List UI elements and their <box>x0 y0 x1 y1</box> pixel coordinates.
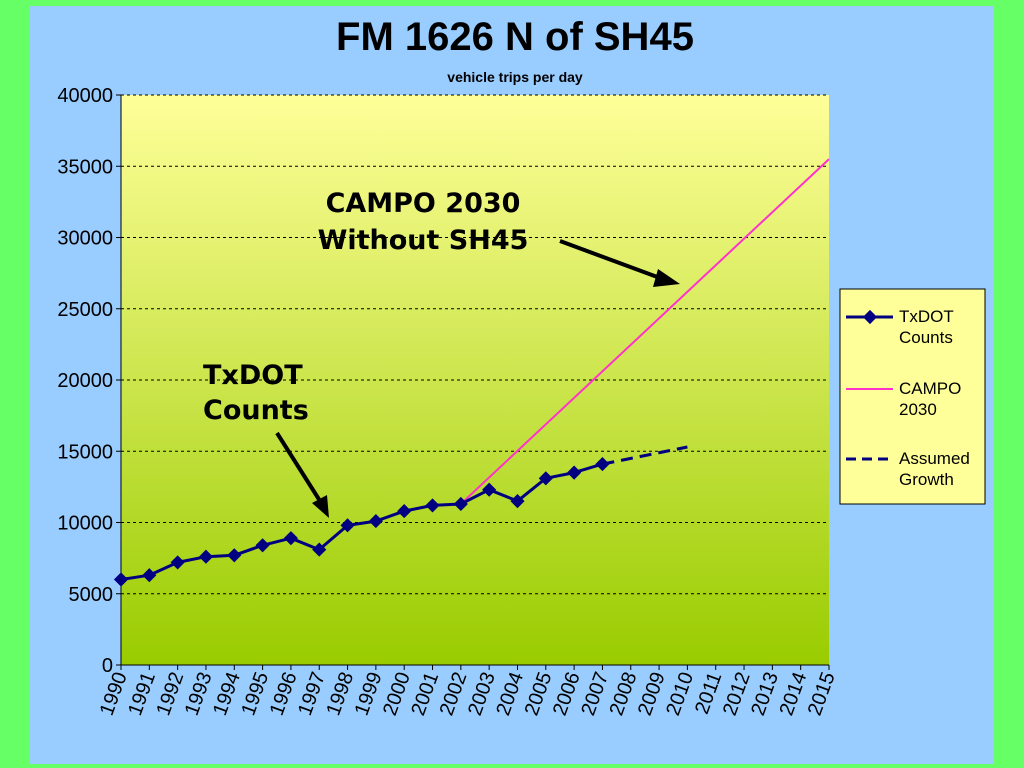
y-tick-label: 15000 <box>57 441 113 463</box>
annotation-txdot-line-1: TxDOT <box>203 360 303 391</box>
annotation-txdot-arrowhead <box>312 495 329 518</box>
data-point-txdot <box>595 457 610 472</box>
y-tick-label: 20000 <box>57 370 113 392</box>
data-point-txdot <box>538 471 553 486</box>
series <box>113 158 830 587</box>
y-tick-label: 0 <box>102 655 113 677</box>
legend-label-campo-line-2: 2030 <box>899 400 937 419</box>
x-axis: 1990199119921993199419951996199719981999… <box>96 664 840 719</box>
annotation-campo-line-1: CAMPO 2030 <box>326 188 521 219</box>
legend-item-campo: CAMPO 2030 <box>846 379 961 419</box>
legend-label-txdot-line-1: TxDOT <box>899 307 954 326</box>
data-point-txdot <box>567 465 582 480</box>
data-point-txdot <box>142 568 157 583</box>
data-point-txdot <box>170 555 185 570</box>
data-point-txdot <box>198 549 214 564</box>
data-point-txdot <box>425 498 440 513</box>
data-point-txdot <box>368 514 383 529</box>
chart-subtitle: vehicle trips per day <box>447 69 583 85</box>
legend-item-assumed: Assumed Growth <box>846 449 970 489</box>
y-tick-label: 5000 <box>69 584 114 606</box>
chart: FM 1626 N of SH45 vehicle trips per day … <box>57 15 986 719</box>
series-line-assumed <box>602 445 688 466</box>
y-axis: 0 5000 10000 15000 20000 25000 30000 35000 40000 <box>57 85 122 677</box>
data-point-txdot <box>312 542 327 557</box>
annotation-txdot-arrow <box>275 431 322 503</box>
data-point-txdot <box>397 504 412 519</box>
data-point-txdot <box>482 482 497 497</box>
legend-item-txdot: TxDOT Counts <box>846 307 954 347</box>
y-tick-label: 40000 <box>57 85 113 107</box>
data-point-txdot <box>255 538 270 553</box>
data-point-txdot <box>340 518 355 533</box>
data-point-txdot <box>453 496 468 512</box>
data-point-txdot <box>113 572 129 587</box>
legend-label-campo-line-1: CAMPO <box>899 379 961 398</box>
gridlines <box>121 94 829 595</box>
data-point-txdot <box>283 531 298 546</box>
annotation-campo: CAMPO 2030 Without SH45 <box>318 188 680 287</box>
chart-title: FM 1626 N of SH45 <box>336 15 694 59</box>
annotation-campo-line-2: Without SH45 <box>318 225 529 256</box>
legend-label-txdot-line-2: Counts <box>899 328 953 347</box>
slide-background: FM 1626 N of SH45 vehicle trips per day … <box>30 6 994 764</box>
annotation-txdot: TxDOT Counts <box>203 360 329 518</box>
series-line-campo <box>460 158 830 505</box>
y-tick-label: 35000 <box>57 156 113 178</box>
annotation-campo-arrowhead <box>653 269 680 287</box>
legend-box <box>839 288 986 505</box>
legend: TxDOT Counts CAMPO 2030 Assumed Growth <box>839 288 986 505</box>
y-tick-label: 30000 <box>57 228 113 250</box>
legend-label-assumed-line-2: Growth <box>899 470 954 489</box>
data-point-txdot <box>227 548 242 563</box>
legend-marker-txdot <box>862 309 878 325</box>
annotation-txdot-line-2: Counts <box>203 395 309 426</box>
annotation-campo-arrow <box>559 239 661 280</box>
legend-label-assumed-line-1: Assumed <box>899 449 970 468</box>
y-tick-label: 25000 <box>57 299 113 321</box>
data-point-txdot <box>510 494 525 509</box>
y-tick-label: 10000 <box>57 513 113 535</box>
